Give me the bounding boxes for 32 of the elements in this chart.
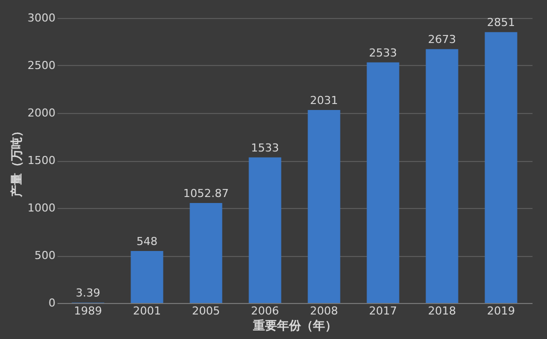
data-label: 1052.87 bbox=[183, 186, 229, 200]
data-label: 2533 bbox=[369, 46, 398, 60]
y-tick-label: 2000 bbox=[28, 106, 56, 120]
x-tick-label: 2001 bbox=[132, 304, 161, 318]
bar bbox=[248, 157, 282, 303]
x-tick-label: 2008 bbox=[310, 304, 338, 318]
x-axis-title: 重要年份（年） bbox=[252, 318, 337, 332]
x-tick-label: 1989 bbox=[74, 304, 102, 318]
bar bbox=[366, 62, 400, 303]
y-tick-label: 2500 bbox=[28, 59, 56, 72]
y-tick-label: 1500 bbox=[28, 154, 56, 167]
data-label: 1533 bbox=[250, 141, 279, 154]
data-label: 2031 bbox=[310, 94, 338, 108]
bar bbox=[484, 32, 518, 303]
y-tick-label: 3000 bbox=[28, 12, 56, 24]
x-tick-label: 2019 bbox=[487, 304, 516, 318]
x-tick-label: 2005 bbox=[192, 304, 220, 318]
bar bbox=[308, 110, 340, 303]
data-label: 548 bbox=[136, 234, 158, 248]
bar bbox=[190, 202, 222, 303]
data-label: 3.39 bbox=[76, 286, 100, 300]
bar bbox=[426, 49, 458, 303]
x-tick-label: 2017 bbox=[369, 304, 398, 318]
bar bbox=[130, 250, 164, 303]
data-label: 2851 bbox=[487, 16, 516, 30]
data-label: 2673 bbox=[428, 33, 456, 46]
y-axis-title: 产量（万吨） bbox=[10, 125, 24, 198]
y-tick-label: 500 bbox=[34, 249, 56, 262]
x-tick-label: 2006 bbox=[250, 304, 279, 318]
y-tick-label: 0 bbox=[48, 296, 56, 310]
y-tick-label: 1000 bbox=[28, 202, 56, 214]
x-tick-label: 2018 bbox=[428, 304, 456, 318]
